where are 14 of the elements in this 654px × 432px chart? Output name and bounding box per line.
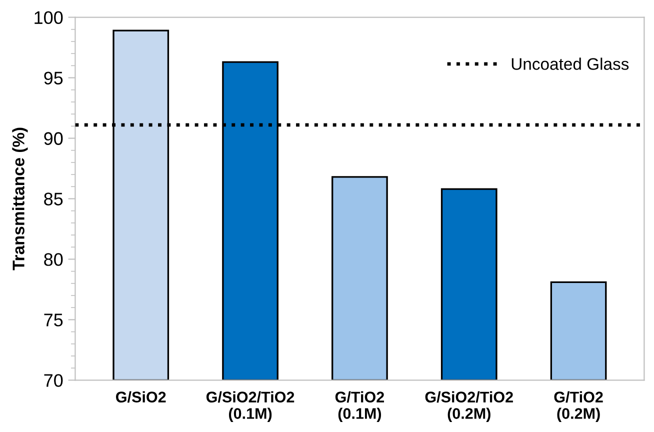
x-tick-label: G/TiO2 (0.2M) (554, 391, 603, 422)
y-tick-label: 100 (34, 11, 63, 24)
y-tick-label: 75 (44, 314, 63, 326)
y-tick-label: 85 (44, 192, 63, 206)
y-tick-label: 70 (44, 374, 63, 387)
x-tick-label: G/SiO2/TiO2 (0.1M) (206, 391, 294, 422)
y-tick-label: 90 (44, 132, 63, 145)
y-axis-title: Transmittance (%) (12, 128, 28, 270)
y-tick-label: 80 (44, 253, 63, 266)
legend-label: Uncoated Glass (512, 58, 629, 70)
x-tick-label: G/TiO2 (0.1M) (335, 391, 384, 422)
x-tick-label: G/SiO2/TiO2 (0.2M) (425, 391, 513, 422)
y-tick-label: 95 (44, 72, 63, 84)
x-tick-label: G/SiO2 (116, 391, 166, 403)
